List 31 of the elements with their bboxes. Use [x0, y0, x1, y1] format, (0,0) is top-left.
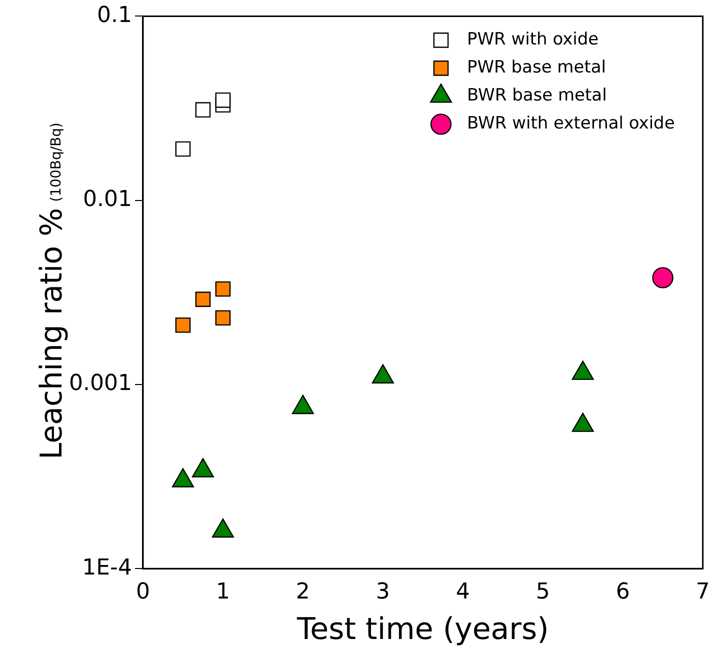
point: [372, 364, 394, 384]
point: [215, 92, 231, 108]
y-tick-label: 1E-4: [82, 555, 132, 580]
y-tick-label: 0.001: [68, 371, 132, 396]
x-tick-label: 1: [216, 580, 230, 605]
legend-label: PWR base metal: [466, 58, 606, 78]
point: [175, 317, 191, 333]
legend-label: BWR with external oxide: [466, 114, 675, 134]
point: [172, 468, 194, 488]
x-tick-label: 0: [136, 580, 150, 605]
point: [195, 292, 211, 307]
x-tick-label: 4: [456, 580, 470, 605]
point: [215, 281, 231, 297]
point: [192, 458, 214, 478]
y-tick-label: 0.01: [82, 187, 132, 212]
point: [652, 267, 674, 288]
x-axis-title: Test time (years): [296, 612, 549, 647]
x-tick-label: 2: [296, 580, 310, 605]
legend-label: PWR with oxide: [466, 30, 599, 50]
x-tick-label: 6: [616, 580, 630, 605]
x-tick-label: 7: [696, 580, 710, 605]
legend-label: BWR base metal: [466, 86, 607, 106]
point: [572, 360, 594, 380]
x-tick-label: 3: [376, 580, 390, 605]
x-tick-label: 5: [536, 580, 550, 605]
point: [195, 102, 211, 118]
point: [175, 141, 191, 157]
point: [572, 412, 594, 432]
point: [212, 518, 234, 538]
y-tick-label: 0.1: [96, 2, 132, 28]
point: [292, 394, 314, 414]
